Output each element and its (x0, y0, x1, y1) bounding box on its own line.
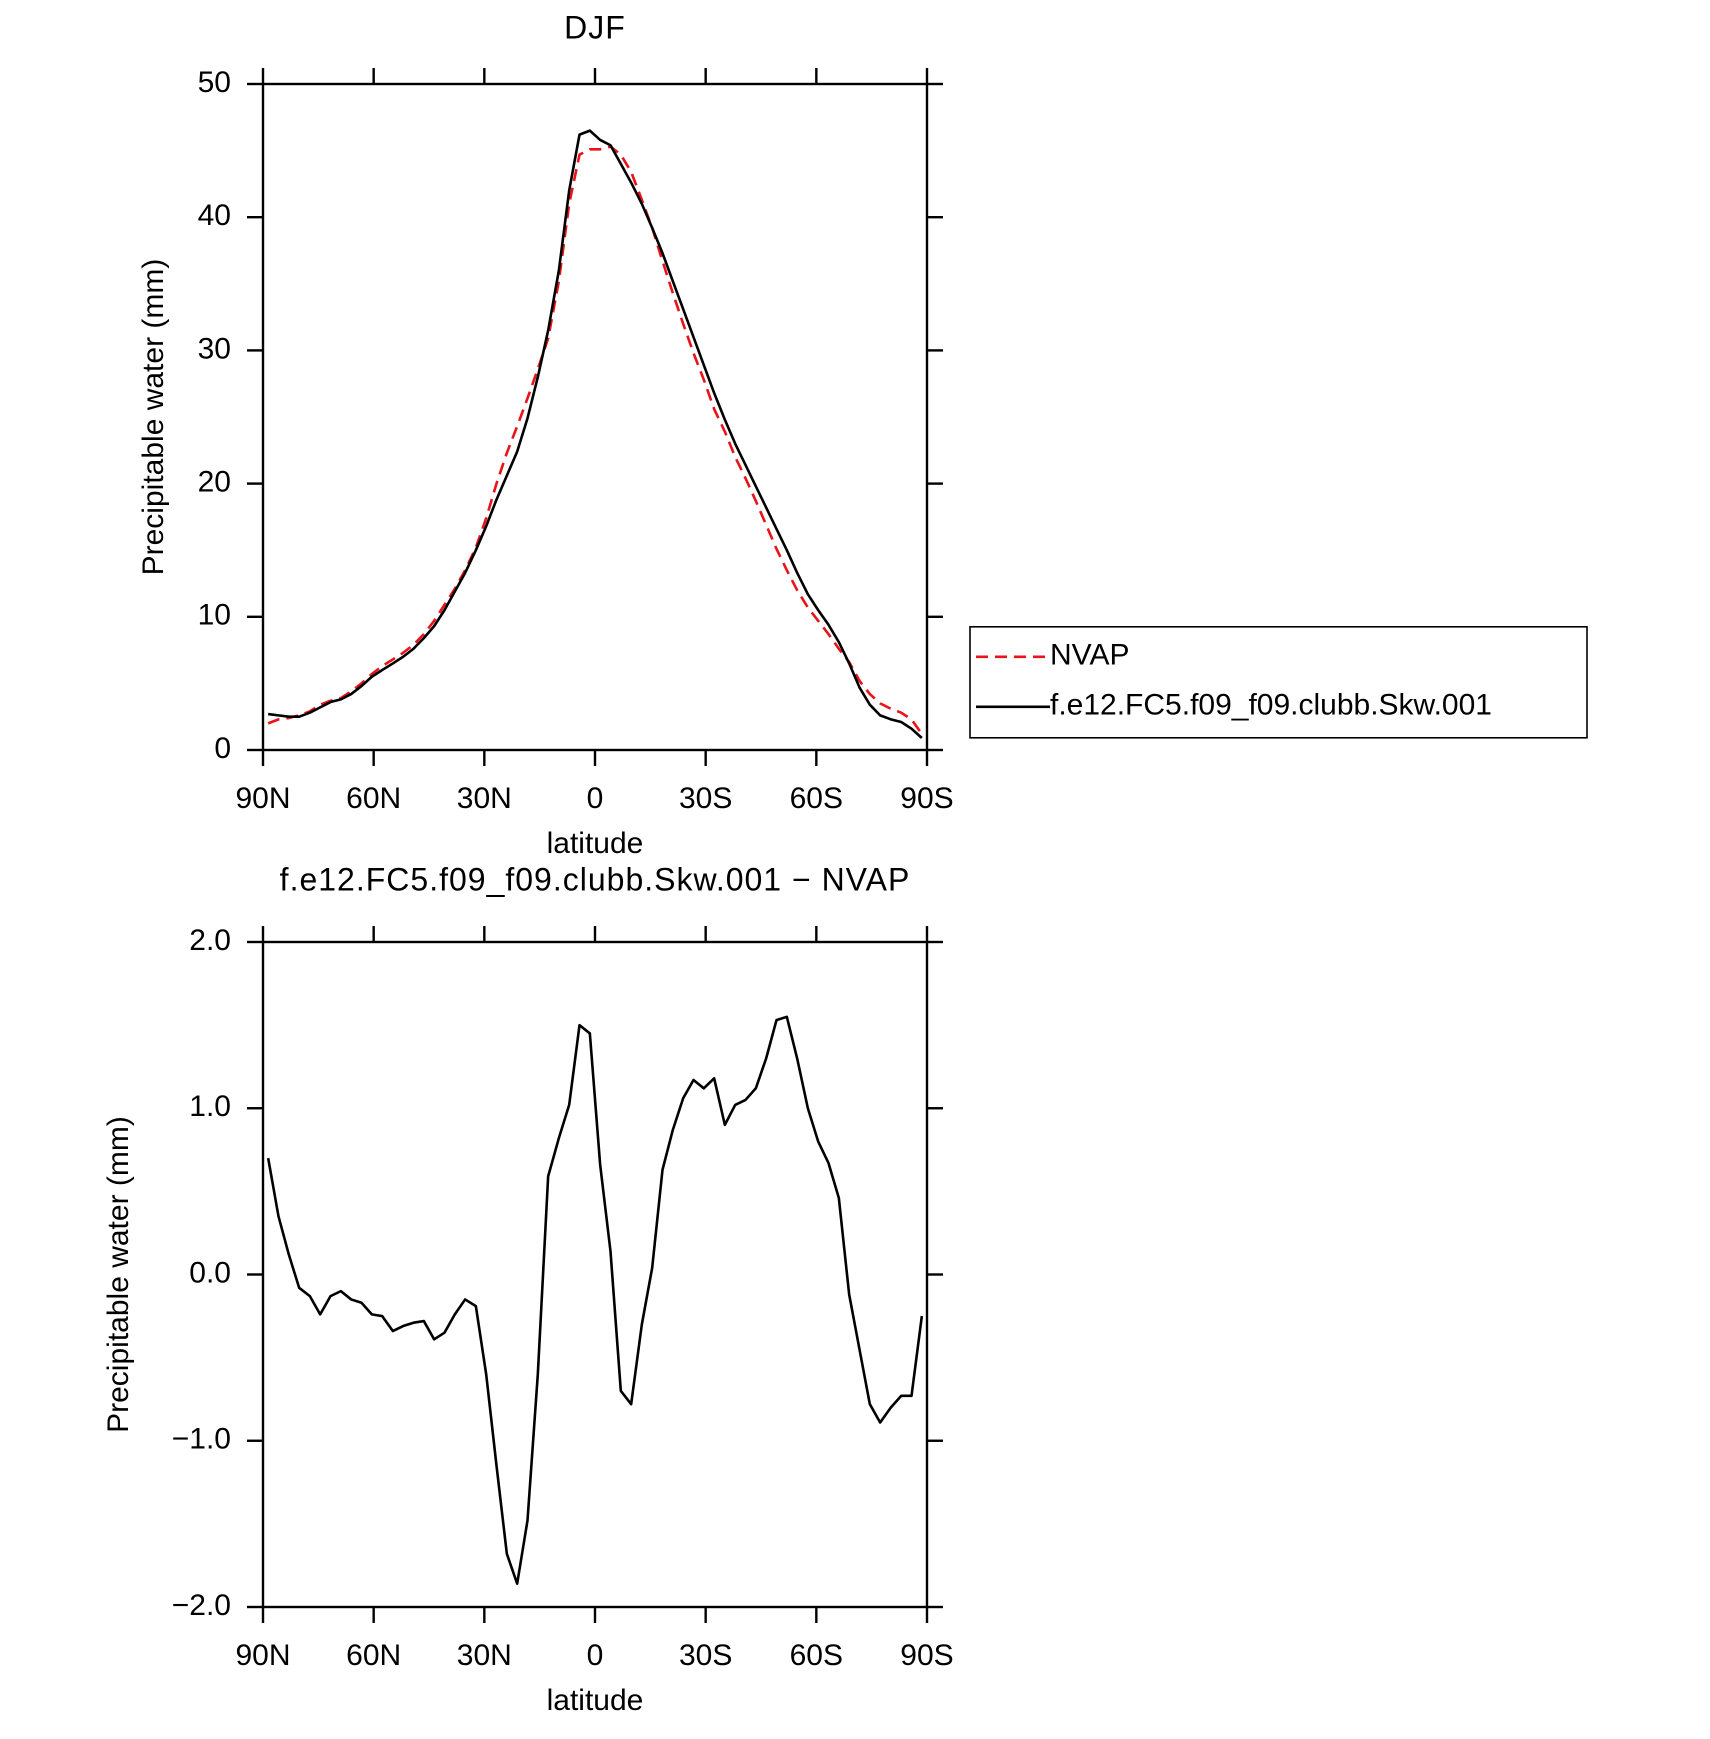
panel: DJF latitude Precipitable water (mm) 90N 60N… (137, 9, 1588, 860)
chart-title: f.e12.FC5.f09_f09.clubb.Skw.001 − NVAP (280, 861, 911, 897)
y-tick-label: 50 (198, 66, 231, 99)
y-tick-label: 30 (198, 332, 231, 365)
x-tick-label: 90N (235, 1639, 290, 1672)
data-line (267, 129, 923, 739)
chart-title: DJF (564, 9, 626, 45)
x-tick-label: 60N (346, 782, 401, 815)
y-tick-label: 2.0 (189, 924, 231, 957)
y-tick-label: 20 (198, 466, 231, 499)
y-tick-label: 0.0 (189, 1256, 231, 1289)
x-tick-label: 30N (457, 1639, 512, 1672)
legend-frame (969, 625, 1588, 739)
x-tick-label: 60N (346, 1639, 401, 1672)
x-axis-title: latitude (547, 1684, 644, 1717)
y-axis-title: Precipitable water (mm) (137, 259, 170, 576)
legend-label: f.e12.FC5.f09_f09.clubb.Skw.001 (1050, 689, 1492, 722)
data-line (267, 145, 923, 735)
x-tick-label: 30S (679, 782, 732, 815)
x-tick-label: 90S (900, 1639, 953, 1672)
x-tick-label: 0 (587, 1639, 604, 1672)
y-tick-label: 0 (214, 732, 231, 765)
x-tick-label: 60S (790, 782, 843, 815)
y-tick-label: 10 (198, 599, 231, 632)
legend-label: NVAP (1050, 639, 1129, 672)
x-tick-label: 30N (457, 782, 512, 815)
data-line (266, 1015, 924, 1586)
plot-frame (261, 940, 929, 1609)
y-axis-title: Precipitable water (mm) (102, 1116, 135, 1433)
x-axis-title: latitude (547, 827, 644, 860)
y-tick-label: 40 (198, 199, 231, 232)
x-tick-label: 90N (235, 782, 290, 815)
x-tick-label: 90S (900, 782, 953, 815)
y-tick-label: 1.0 (189, 1090, 231, 1123)
y-tick-label: −2.0 (172, 1589, 231, 1622)
x-tick-label: 30S (679, 1639, 732, 1672)
y-tick-label: −1.0 (172, 1423, 231, 1456)
x-tick-label: 0 (587, 782, 604, 815)
plot-frame (261, 82, 929, 752)
panel: f.e12.FC5.f09_f09.clubb.Skw.001 − NVAP la… (102, 861, 954, 1716)
legend: NVAP f.e12.FC5.f09_f09.clubb.Skw.001 (969, 625, 1588, 739)
x-tick-label: 60S (790, 1639, 843, 1672)
